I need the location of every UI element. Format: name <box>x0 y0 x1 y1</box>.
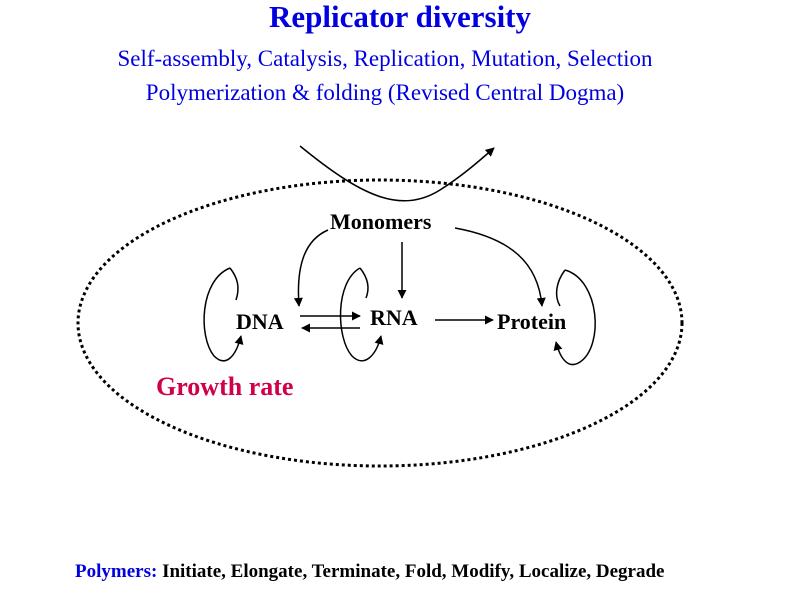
footer-processes: Initiate, Elongate, Terminate, Fold, Mod… <box>157 561 665 582</box>
node-rna: RNA <box>370 305 418 330</box>
exchange-arrow <box>299 145 495 202</box>
footer-polymers: Polymers: Initiate, Elongate, Terminate,… <box>75 561 664 583</box>
growth-rate-label: Growth rate <box>156 372 294 401</box>
node-monomers: Monomers <box>330 209 432 234</box>
monomers-to-protein-arrow <box>454 227 546 307</box>
node-dna: DNA <box>236 309 284 334</box>
monomers-to-dna-arrow <box>293 229 329 307</box>
footer-lead: Polymers: <box>75 561 158 582</box>
page-title: Replicator diversity <box>268 0 532 34</box>
cell-boundary <box>76 178 684 468</box>
subtitle-dogma: Polymerization & folding (Revised Centra… <box>145 80 625 105</box>
protein-self-loop-top <box>555 269 566 307</box>
subtitle-processes: Self-assembly, Catalysis, Replication, M… <box>117 46 653 71</box>
dna-self-loop-top <box>229 267 239 301</box>
node-protein: Protein <box>497 309 567 334</box>
rna-self-loop-top <box>359 267 369 299</box>
dna-self-loop <box>203 267 244 362</box>
protein-self-loop <box>553 269 596 366</box>
rna-self-loop <box>339 267 384 362</box>
